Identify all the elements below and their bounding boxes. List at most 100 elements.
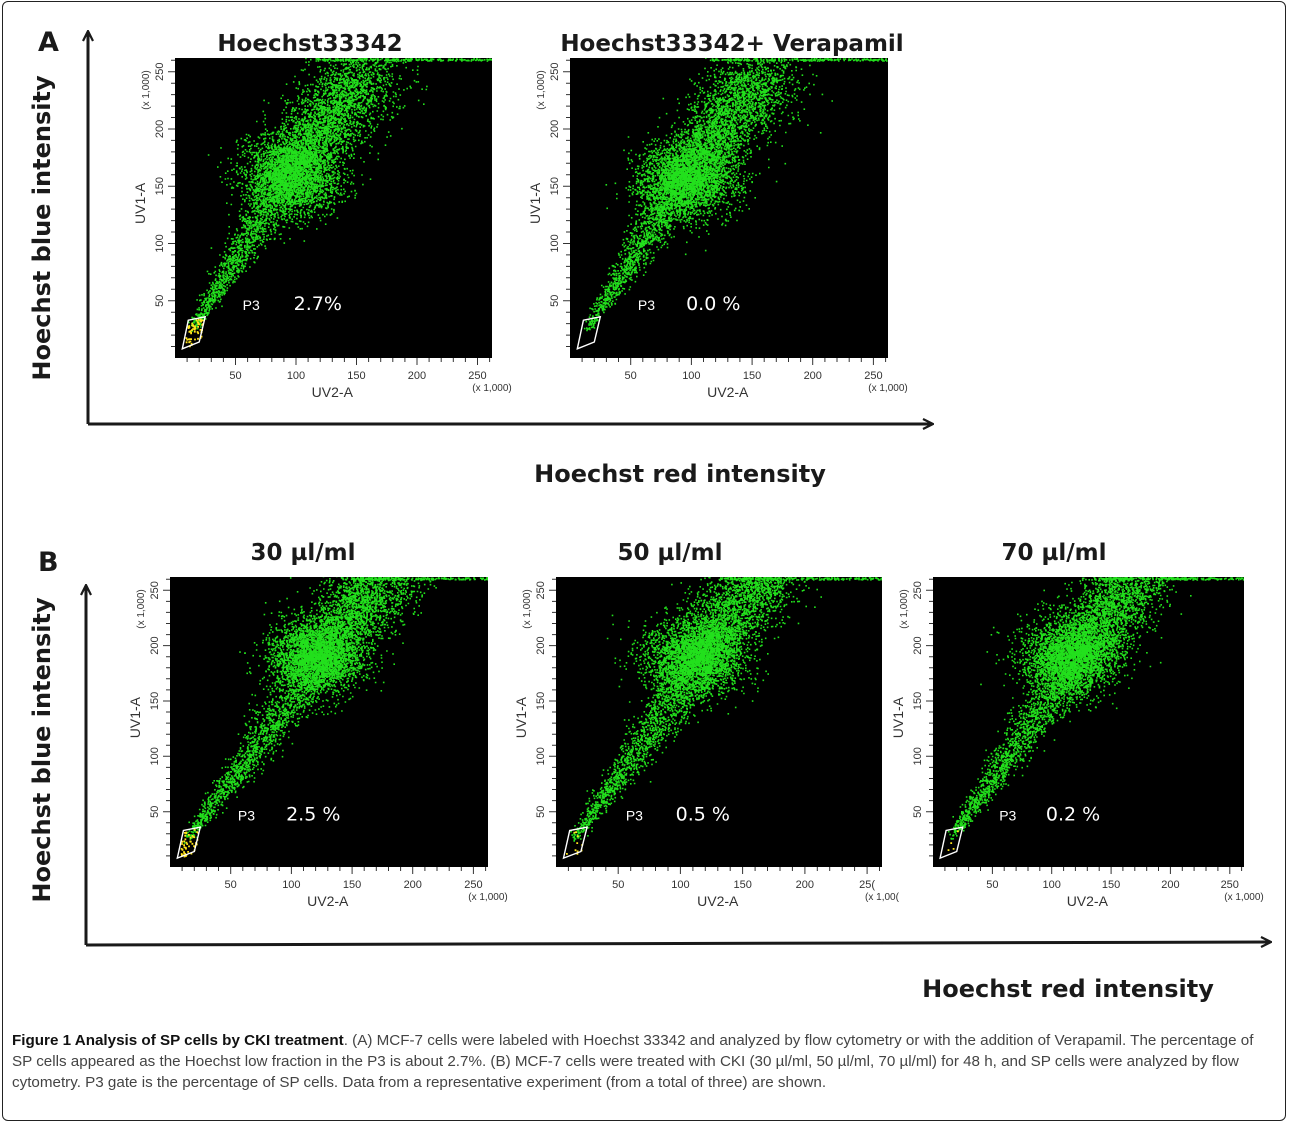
gate-name-label: P3 — [626, 808, 643, 824]
events — [187, 58, 492, 332]
gate-p3 — [562, 826, 589, 860]
x-tick-label: 50 — [612, 879, 624, 891]
x-axis-label: UV2-A — [307, 893, 349, 909]
x-tick-label: 100 — [287, 370, 305, 382]
y-tick-label: 250 — [912, 581, 924, 599]
plot-title: Hoechst33342 — [217, 31, 402, 57]
x-tick-label: 150 — [1102, 879, 1120, 891]
x-tick-label: 100 — [671, 879, 689, 891]
y-tick-label: 200 — [535, 636, 547, 654]
gate-percent-label: 0.0 % — [686, 293, 740, 315]
y-tick-label: 100 — [912, 747, 924, 765]
plot-title: 50 µl/ml — [617, 540, 722, 566]
x-tick-label: 200 — [408, 370, 426, 382]
gate-p3 — [181, 315, 207, 350]
y-multiplier-label: (x 1,000) — [536, 70, 547, 109]
x-axis-label: UV2-A — [312, 384, 354, 400]
x-tick-label: 200 — [1161, 879, 1179, 891]
x-tick-label: 250 — [1221, 879, 1239, 891]
x-axis-label: UV2-A — [1067, 893, 1109, 909]
panel-a-y-axis-label: Hoechst blue intensity — [28, 75, 56, 381]
y-tick-label: 250 — [154, 63, 166, 81]
gate-percent-label: 0.5 % — [676, 804, 730, 826]
x-multiplier-label: (x 1,000) — [472, 383, 511, 394]
gate-percent-label: 0.2 % — [1046, 804, 1100, 826]
gate-p3 — [176, 826, 202, 860]
figure-caption: Figure 1 Analysis of SP cells by CKI tre… — [12, 1030, 1274, 1093]
panel-b-x-axis-label: Hoechst red intensity — [922, 975, 1214, 1003]
event-cloud — [566, 577, 882, 855]
panel-b-x-arrow — [85, 942, 1270, 945]
plot-hoechst33342: Hoechst33342 P3 2.7% 50 100 150 200 250 50 100 150… — [132, 31, 512, 400]
plot-area — [170, 577, 488, 867]
y-tick-label: 100 — [549, 234, 561, 252]
x-multiplier-label: (x 1,000) — [1224, 892, 1263, 903]
x-tick-label: 250 — [468, 370, 486, 382]
panel-b-y-axis-label: Hoechst blue intensity — [28, 597, 56, 903]
y-multiplier-label: (x 1,000) — [136, 589, 147, 628]
plot-70-ul-ml: 70 µl/ml P3 0.2 % 50 100 150 200 250 50 100 150 200… — [890, 540, 1264, 909]
x-tick-label: 50 — [625, 370, 637, 382]
y-tick-label: 150 — [149, 692, 161, 710]
gate-percent-label: 2.7% — [294, 293, 342, 315]
gate-p3 — [576, 315, 602, 350]
y-axis-label: UV1-A — [513, 696, 529, 738]
x-axis-label: UV2-A — [697, 893, 739, 909]
axis-ticks — [168, 59, 491, 365]
x-multiplier-label: (x 1,000) — [868, 383, 907, 394]
y-tick-label: 50 — [549, 295, 561, 307]
y-multiplier-label: (x 1,000) — [522, 589, 533, 628]
events — [570, 577, 882, 842]
y-multiplier-label: (x 1,000) — [899, 589, 910, 628]
y-tick-label: 200 — [912, 636, 924, 654]
x-tick-label: 250 — [464, 879, 482, 891]
x-tick-label: 250 — [864, 370, 882, 382]
gate-name-label: P3 — [638, 297, 655, 313]
gated-events — [185, 318, 204, 348]
x-tick-label: 150 — [343, 879, 361, 891]
y-tick-label: 150 — [549, 177, 561, 195]
x-tick-label: 25( — [859, 879, 875, 891]
y-tick-label: 150 — [535, 692, 547, 710]
caption-text: . (A) MCF-7 cells were labeled with Hoec… — [12, 1032, 1254, 1091]
event-cloud — [185, 58, 492, 348]
x-tick-label: 100 — [282, 879, 300, 891]
x-axis-label: UV2-A — [707, 384, 749, 400]
x-multiplier-label: (x 1,00( — [865, 892, 900, 903]
gate-name-label: P3 — [243, 297, 260, 313]
y-tick-label: 100 — [149, 747, 161, 765]
events — [583, 58, 888, 332]
panel-letter-b: B — [38, 547, 59, 578]
y-tick-label: 50 — [535, 806, 547, 818]
y-tick-label: 250 — [149, 581, 161, 599]
panel-a-x-axis-label: Hoechst red intensity — [534, 460, 826, 488]
y-tick-label: 150 — [912, 692, 924, 710]
y-tick-label: 100 — [535, 747, 547, 765]
x-tick-label: 100 — [1043, 879, 1061, 891]
y-tick-label: 100 — [154, 234, 166, 252]
x-tick-label: 100 — [682, 370, 700, 382]
y-axis-label: UV1-A — [132, 182, 148, 224]
x-tick-label: 50 — [986, 879, 998, 891]
gate-name-label: P3 — [999, 808, 1016, 824]
y-tick-label: 50 — [912, 806, 924, 818]
axis-ticks — [163, 578, 487, 874]
y-tick-label: 250 — [549, 63, 561, 81]
x-tick-label: 150 — [347, 370, 365, 382]
x-multiplier-label: (x 1,000) — [468, 892, 507, 903]
plot-30-ul-ml: 30 µl/ml P3 2.5 % 50 100 150 200 250 50 100 150 200… — [127, 540, 508, 909]
y-tick-label: 250 — [535, 581, 547, 599]
plot-title: 30 µl/ml — [250, 540, 355, 566]
gate-percent-label: 2.5 % — [286, 804, 340, 826]
axis-ticks — [926, 578, 1243, 874]
events — [183, 577, 488, 844]
y-tick-label: 200 — [149, 636, 161, 654]
x-tick-label: 150 — [743, 370, 761, 382]
plot-title: 70 µl/ml — [1001, 540, 1106, 566]
y-tick-label: 200 — [154, 120, 166, 138]
y-tick-label: 50 — [149, 806, 161, 818]
x-tick-label: 50 — [225, 879, 237, 891]
x-tick-label: 200 — [804, 370, 822, 382]
